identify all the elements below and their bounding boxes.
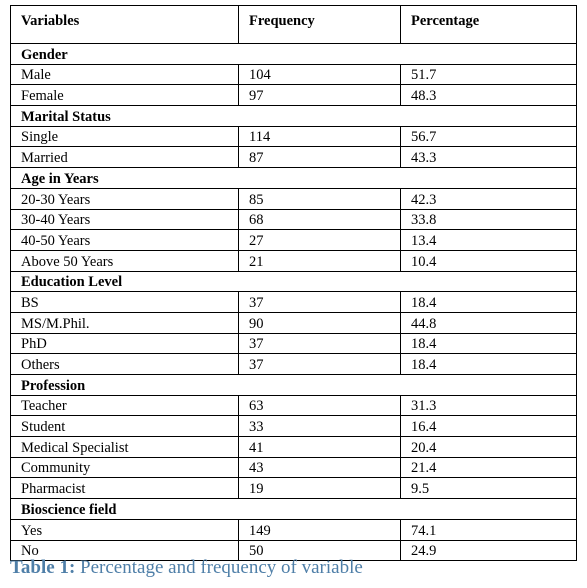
data-row: MS/M.Phil. 90 44.8: [10, 311, 577, 334]
data-row: PhD 37 18.4: [10, 332, 577, 355]
cell: 31.3: [400, 394, 577, 417]
group-title: Profession: [10, 374, 577, 396]
data-row: Pharmacist 19 9.5: [10, 477, 577, 500]
caption-text: Percentage and frequency of variable: [80, 557, 363, 578]
data-row: Medical Specialist 41 20.4: [10, 436, 577, 458]
data-row: 30-40 Years 68 33.8: [10, 208, 577, 231]
cell: 149: [238, 518, 401, 541]
cell: 56.7: [400, 125, 577, 148]
data-row: 40-50 Years 27 13.4: [10, 229, 577, 251]
group-title: Bioscience field: [10, 498, 577, 520]
cell: 16.4: [400, 415, 577, 438]
row-label: MS/M.Phil.: [10, 311, 239, 334]
cell: 37: [238, 332, 401, 355]
data-row: Others 37 18.4: [10, 353, 577, 375]
row-label: Community: [10, 456, 239, 479]
data-row: Female 97 48.3: [10, 84, 577, 107]
caption-label: Table 1:: [10, 557, 76, 578]
header-row: Variables Frequency Percentage: [10, 5, 577, 44]
header-cell: Percentage: [400, 5, 577, 44]
data-row: Yes 149 74.1: [10, 518, 577, 541]
cell: 97: [238, 84, 401, 107]
row-label: PhD: [10, 332, 239, 355]
data-row: Above 50 Years 21 10.4: [10, 249, 577, 272]
cell: 18.4: [400, 291, 577, 313]
row-label: 30-40 Years: [10, 208, 239, 231]
row-label: BS: [10, 291, 239, 313]
cell: 43: [238, 456, 401, 479]
cell: 90: [238, 311, 401, 334]
cell: 9.5: [400, 477, 577, 500]
row-label: Above 50 Years: [10, 249, 239, 272]
group-title: Education Level: [10, 270, 577, 293]
row-label: Others: [10, 353, 239, 375]
row-label: Single: [10, 125, 239, 148]
cell: 43.3: [400, 146, 577, 169]
group-row: Profession: [10, 374, 577, 396]
cell: 13.4: [400, 229, 577, 251]
cell: 41: [238, 436, 401, 458]
group-row: Age in Years: [10, 167, 577, 189]
cell: 21.4: [400, 456, 577, 479]
cell: 74.1: [400, 518, 577, 541]
data-row: Male 104 51.7: [10, 63, 577, 86]
cell: 18.4: [400, 353, 577, 375]
row-label: Male: [10, 63, 239, 86]
cell: 27: [238, 229, 401, 251]
row-label: Married: [10, 146, 239, 169]
group-title: Marital Status: [10, 105, 577, 127]
row-label: Teacher: [10, 394, 239, 417]
row-label: Student: [10, 415, 239, 438]
row-label: Female: [10, 84, 239, 107]
cell: 37: [238, 353, 401, 375]
cell: 114: [238, 125, 401, 148]
group-title: Age in Years: [10, 167, 577, 189]
cell: 10.4: [400, 249, 577, 272]
data-row: Single 114 56.7: [10, 125, 577, 148]
data-row: Married 87 43.3: [10, 146, 577, 169]
cell: 51.7: [400, 63, 577, 86]
data-table: Variables Frequency Percentage Gender Male 10…: [10, 5, 577, 562]
cell: 68: [238, 208, 401, 231]
cell: 87: [238, 146, 401, 169]
data-row: Community 43 21.4: [10, 456, 577, 479]
cell: 24.9: [400, 539, 577, 562]
group-row: Education Level: [10, 270, 577, 293]
row-label: No: [10, 539, 239, 562]
cell: 42.3: [400, 187, 577, 210]
group-row: Gender: [10, 43, 577, 65]
cell: 21: [238, 249, 401, 272]
data-row: No 50 24.9: [10, 539, 577, 562]
cell: 85: [238, 187, 401, 210]
cell: 18.4: [400, 332, 577, 355]
data-row: Student 33 16.4: [10, 415, 577, 438]
header-cell: Frequency: [238, 5, 401, 44]
cell: 20.4: [400, 436, 577, 458]
row-label: 40-50 Years: [10, 229, 239, 251]
row-label: Yes: [10, 518, 239, 541]
cell: 63: [238, 394, 401, 417]
cell: 19: [238, 477, 401, 500]
cell: 37: [238, 291, 401, 313]
data-row: Teacher 63 31.3: [10, 394, 577, 417]
row-label: 20-30 Years: [10, 187, 239, 210]
row-label: Medical Specialist: [10, 436, 239, 458]
group-row: Bioscience field: [10, 498, 577, 520]
header-cell: Variables: [10, 5, 239, 44]
group-row: Marital Status: [10, 105, 577, 127]
data-row: 20-30 Years 85 42.3: [10, 187, 577, 210]
cell: 33: [238, 415, 401, 438]
table-caption: Table 1: Percentage and frequency of var…: [10, 557, 363, 579]
group-title: Gender: [10, 43, 577, 65]
row-label: Pharmacist: [10, 477, 239, 500]
cell: 44.8: [400, 311, 577, 334]
data-row: BS 37 18.4: [10, 291, 577, 313]
cell: 48.3: [400, 84, 577, 107]
cell: 104: [238, 63, 401, 86]
cell: 33.8: [400, 208, 577, 231]
